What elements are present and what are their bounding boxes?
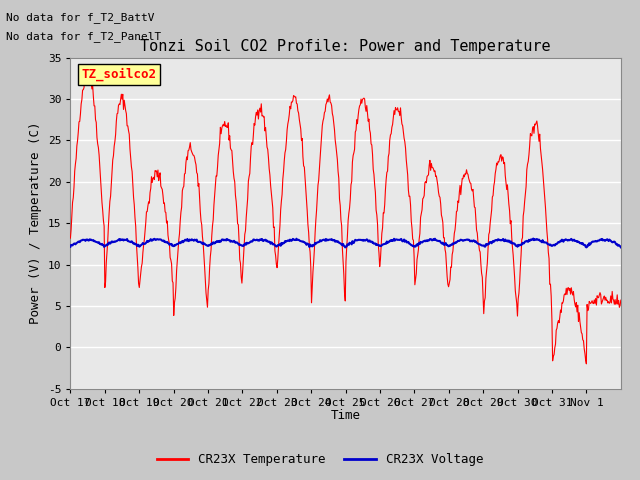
Y-axis label: Power (V) / Temperature (C): Power (V) / Temperature (C) xyxy=(29,122,42,324)
Title: Tonzi Soil CO2 Profile: Power and Temperature: Tonzi Soil CO2 Profile: Power and Temper… xyxy=(140,39,551,54)
Text: TZ_soilco2: TZ_soilco2 xyxy=(81,68,156,81)
Text: No data for f_T2_BattV: No data for f_T2_BattV xyxy=(6,12,155,23)
X-axis label: Time: Time xyxy=(331,409,360,422)
Text: No data for f_T2_PanelT: No data for f_T2_PanelT xyxy=(6,31,162,42)
Legend: CR23X Temperature, CR23X Voltage: CR23X Temperature, CR23X Voltage xyxy=(152,448,488,471)
